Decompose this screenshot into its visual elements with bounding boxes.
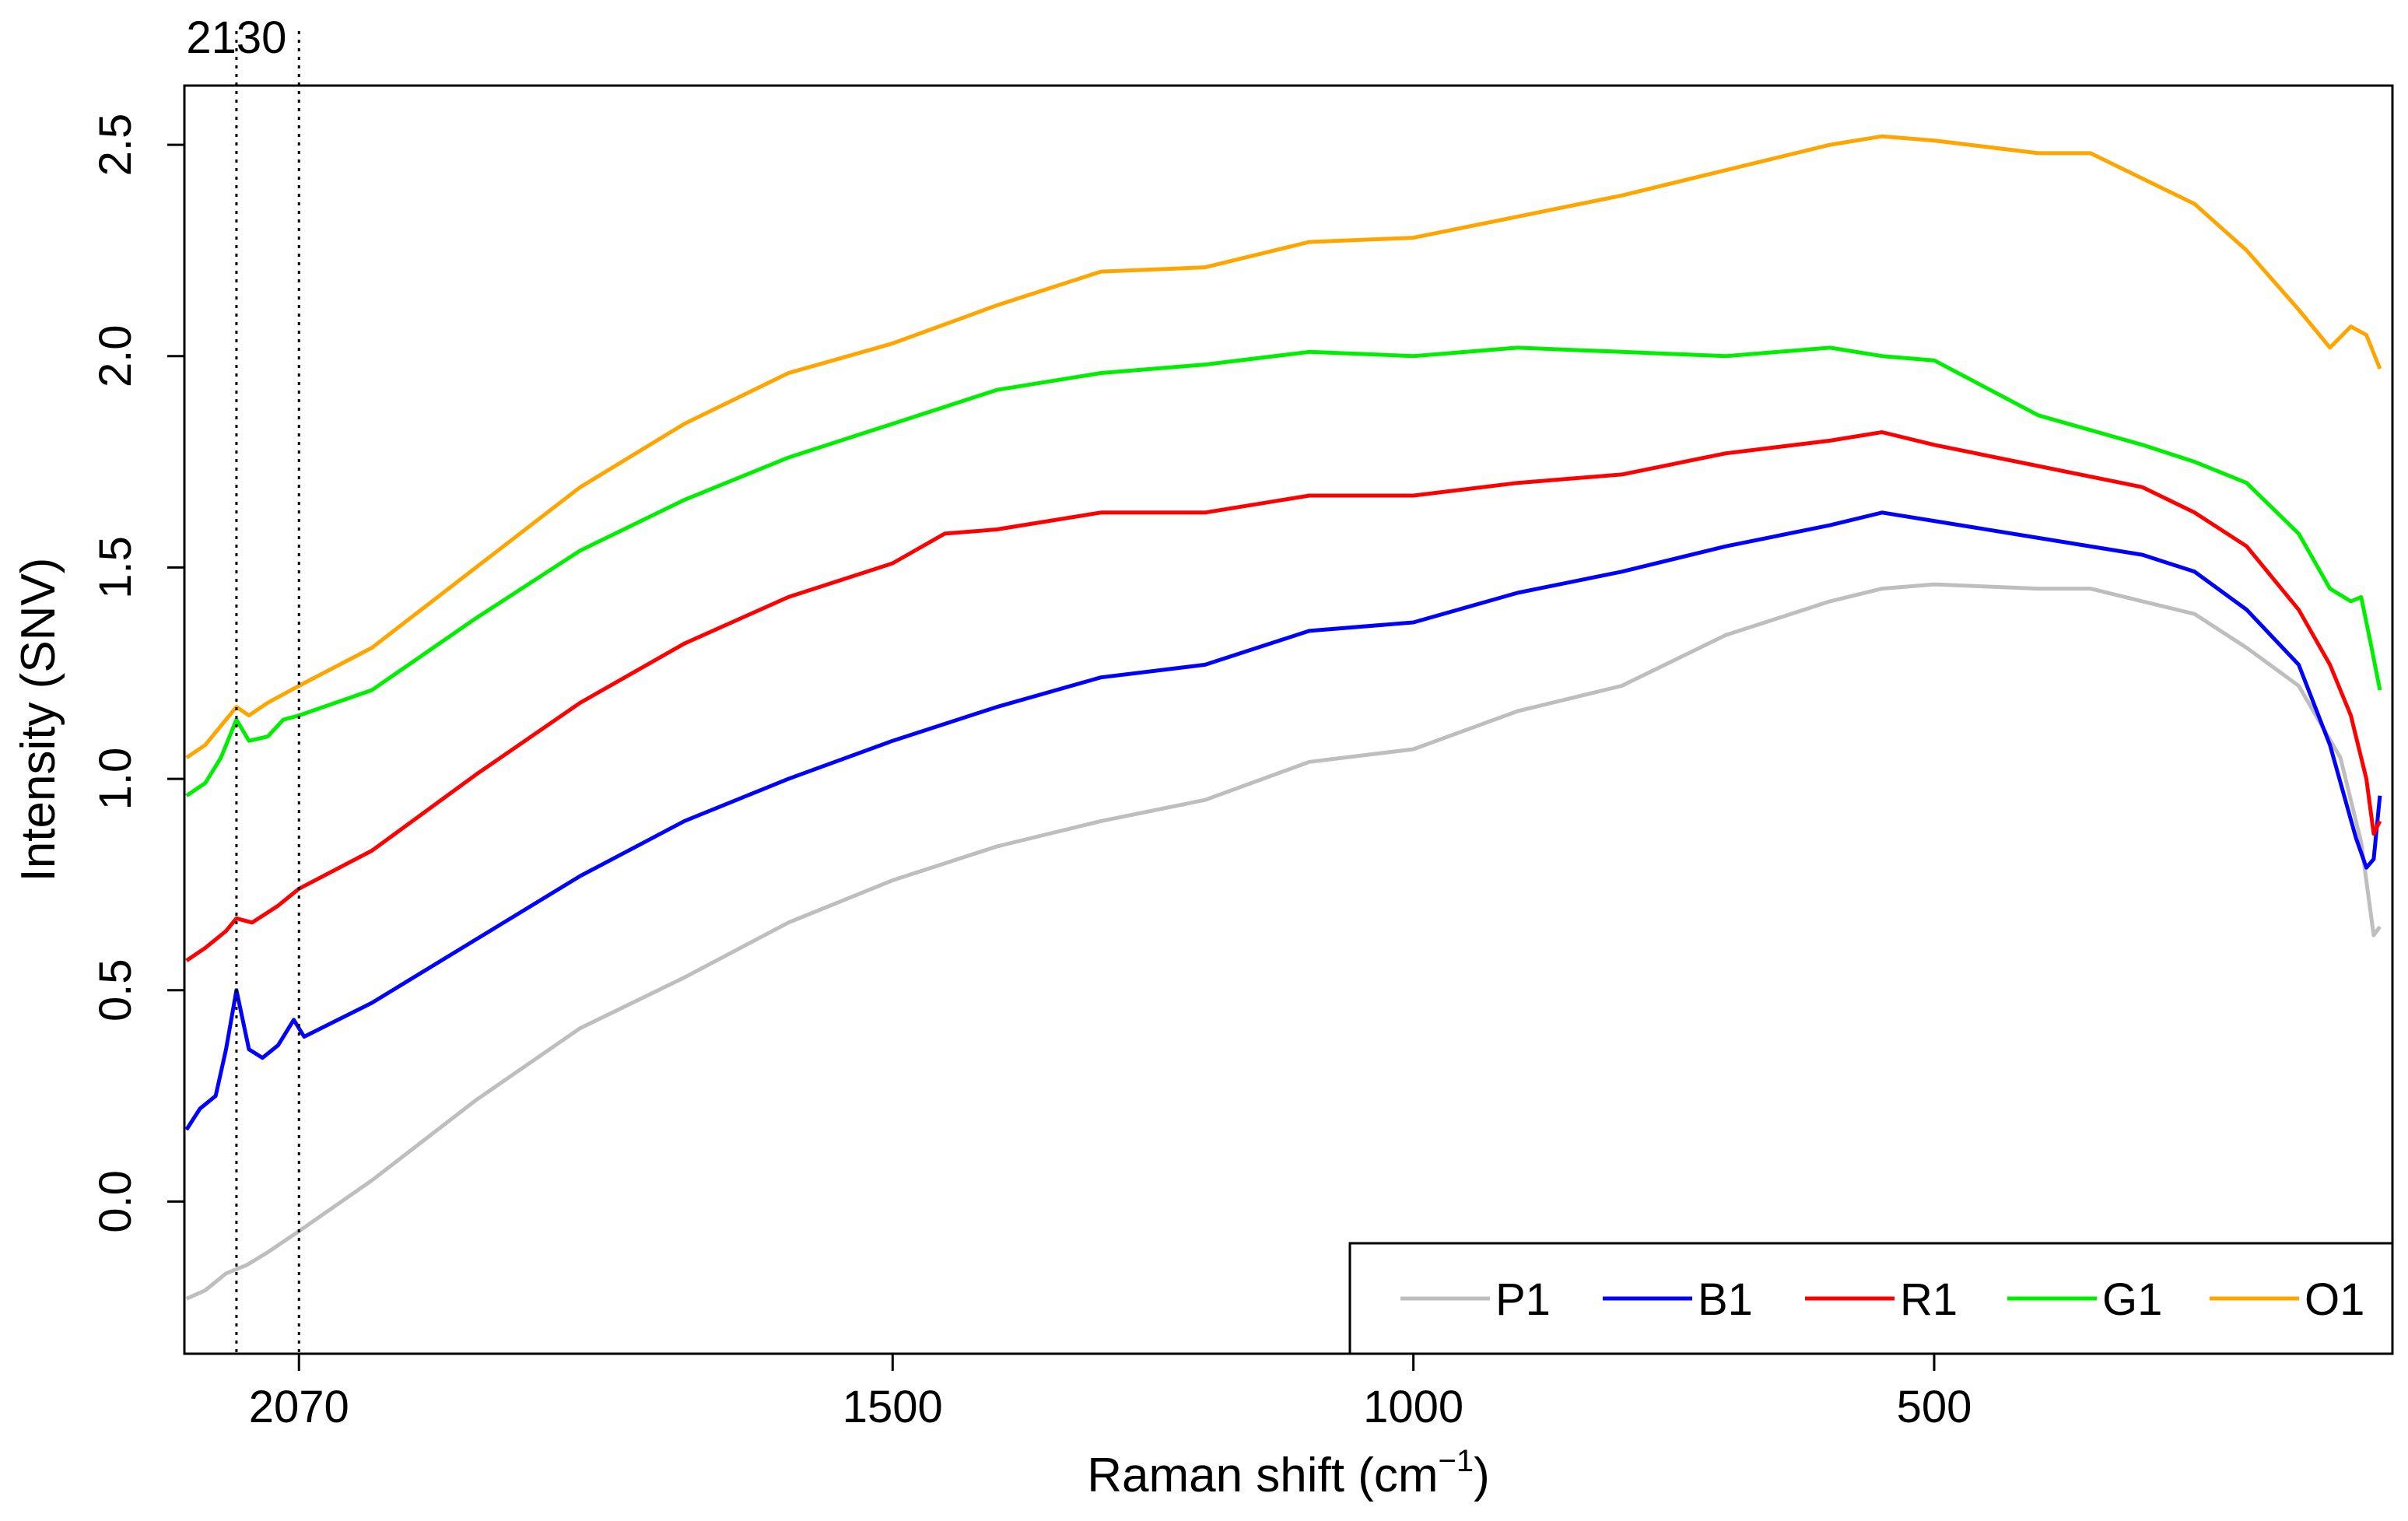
x-axis-title: Raman shift (cm−1): [1087, 1444, 1490, 1502]
reference-lines-layer: 2130: [186, 12, 300, 1354]
series-line-o1: [185, 134, 2382, 759]
x-axis: 2070 1500 1000 500: [249, 1354, 1972, 1432]
series-line-r1: [185, 430, 2382, 962]
plot-frame: [183, 84, 2394, 1355]
legend-label-p1: P1: [1495, 1274, 1551, 1325]
y-axis-title: Intensity (SNV): [12, 558, 65, 882]
legend-label-o1: O1: [2305, 1274, 2364, 1325]
y-tick-label-2.5: 2.5: [90, 114, 141, 177]
series-line-p1: [185, 582, 2382, 1301]
legend-label-b1: B1: [1698, 1274, 1753, 1325]
x-tick-label-2070: 2070: [249, 1382, 349, 1432]
y-axis: 0.0 0.5 1.0 1.5 2.0 2.5: [90, 114, 184, 1233]
x-axis-title-superscript: −1: [1439, 1444, 1474, 1478]
x-axis-title-suffix: ): [1474, 1449, 1490, 1502]
x-tick-label-500: 500: [1897, 1382, 1972, 1432]
y-tick-label-1.5: 1.5: [90, 536, 141, 599]
y-tick-label-1.0: 1.0: [90, 748, 141, 811]
y-tick-label-2.0: 2.0: [90, 324, 141, 387]
reference-line-label-2130: 2130: [186, 12, 286, 63]
x-tick-label-1500: 1500: [843, 1382, 943, 1432]
legend-label-g1: G1: [2102, 1274, 2162, 1325]
series-line-b1: [184, 510, 2382, 1131]
y-tick-label-0.5: 0.5: [90, 959, 141, 1022]
legend: P1 B1 R1 G1 O1: [1348, 1242, 2394, 1355]
series-layer: [184, 134, 2382, 1301]
x-tick-label-1000: 1000: [1363, 1382, 1463, 1432]
legend-label-r1: R1: [1900, 1274, 1958, 1325]
y-tick-label-0.0: 0.0: [90, 1170, 141, 1233]
series-line-g1: [185, 345, 2382, 797]
